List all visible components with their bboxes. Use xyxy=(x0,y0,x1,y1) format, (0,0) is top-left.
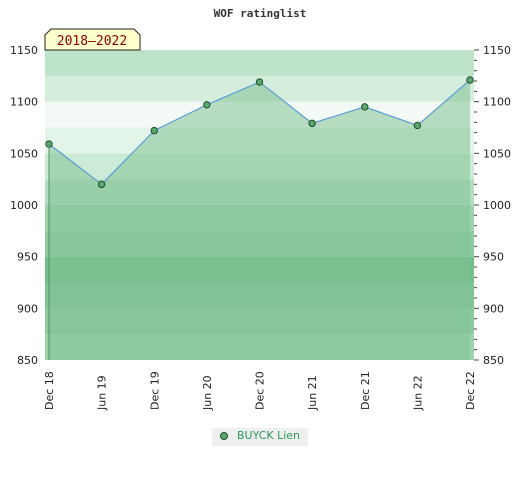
y-tick-label-right: 950 xyxy=(483,251,504,264)
data-points xyxy=(45,76,474,189)
y-tick-label-right: 1050 xyxy=(483,147,511,160)
y-tick-label-left: 950 xyxy=(17,251,38,264)
data-point[interactable] xyxy=(308,119,316,128)
x-tick-label: Dec 18 xyxy=(43,371,56,410)
data-point[interactable] xyxy=(361,103,369,111)
y-axis-left: 850 900 950 1000 1050 1100 1150 xyxy=(10,44,38,367)
y-tick-label-right: 1000 xyxy=(483,199,511,212)
legend xyxy=(212,428,308,446)
x-tick-label: Dec 22 xyxy=(464,371,477,410)
y-tick-label-left: 1150 xyxy=(10,44,38,57)
y-tick-label-right: 1150 xyxy=(483,44,511,57)
x-axis: Dec 18 Jun 19 Dec 19 Jun 20 Dec 20 Jun 21 Dec … xyxy=(43,371,477,411)
y-tick-label-right: 1100 xyxy=(483,96,511,109)
y-tick-label-right: 900 xyxy=(483,302,504,315)
y-tick-label-left: 1000 xyxy=(10,199,38,212)
y-tick-label-left: 850 xyxy=(17,354,38,367)
period-label: 2018–2022 xyxy=(57,34,127,49)
x-tick-label: Jun 19 xyxy=(96,375,109,411)
data-point[interactable] xyxy=(255,78,264,86)
chart-title: WOF ratinglist xyxy=(214,7,307,20)
data-point[interactable] xyxy=(150,126,158,135)
x-tick-label: Dec 20 xyxy=(254,371,267,410)
rating-area xyxy=(49,79,470,360)
x-tick-label: Jun 20 xyxy=(201,375,214,411)
data-point[interactable] xyxy=(203,101,211,109)
period-badge: 2018–2022 xyxy=(44,28,141,51)
y-tick-label-left: 1100 xyxy=(10,96,38,109)
data-point[interactable] xyxy=(97,180,106,189)
data-point[interactable] xyxy=(466,76,474,84)
y-tick-label-right: 850 xyxy=(483,354,504,367)
x-tick-label: Dec 19 xyxy=(148,371,161,410)
data-point[interactable] xyxy=(413,121,422,130)
legend-series-label: BUYCK Lien xyxy=(237,429,301,442)
background-band xyxy=(45,50,474,76)
legend-marker-icon xyxy=(220,432,228,440)
y-tick-label-left: 900 xyxy=(17,302,38,315)
x-tick-label: Dec 21 xyxy=(359,371,372,410)
x-tick-label: Jun 21 xyxy=(306,375,319,411)
y-axis-right: 850 900 950 1000 1050 1100 1150 xyxy=(474,44,511,367)
y-tick-label-left: 1050 xyxy=(10,147,38,160)
x-tick-label: Jun 22 xyxy=(411,375,424,411)
